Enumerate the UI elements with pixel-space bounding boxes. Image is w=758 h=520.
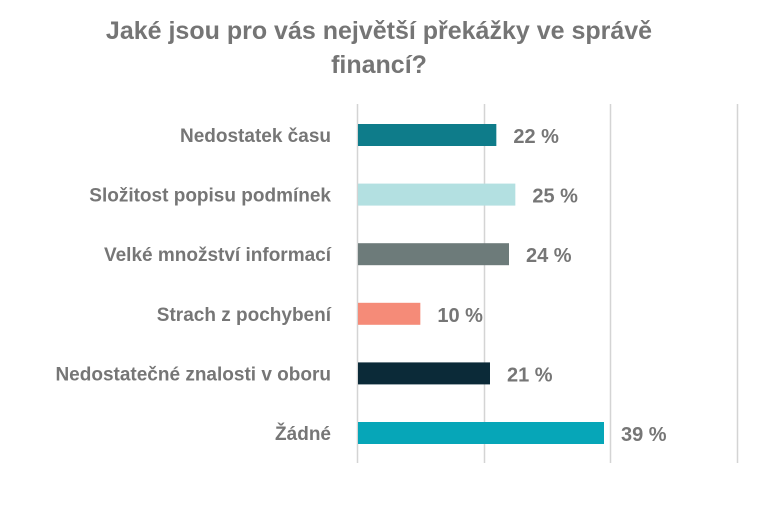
bar <box>358 362 490 385</box>
category-label: Velké množství informací <box>104 245 332 266</box>
bar <box>358 422 604 444</box>
data-label: 21 % <box>507 364 553 386</box>
bar <box>358 183 516 206</box>
data-label: 10 % <box>437 305 483 327</box>
data-label: 25 % <box>532 186 578 208</box>
data-label: 39 % <box>621 424 667 446</box>
data-label: 24 % <box>526 245 572 267</box>
bar <box>358 302 421 325</box>
bar <box>358 124 497 146</box>
chart-title-line-2: financí? <box>331 51 427 79</box>
category-label: Nedostatek času <box>180 126 331 147</box>
category-label: Žádné <box>275 423 331 445</box>
chart-title-line-1: Jaké jsou pro vás největší překážky ve s… <box>105 17 653 45</box>
category-label: Složitost popisu podmínek <box>89 186 331 207</box>
category-label: Strach z pochybení <box>157 305 332 326</box>
bar <box>358 243 509 266</box>
category-label: Nedostatečné znalosti v oboru <box>55 364 331 385</box>
chart-title: Jaké jsou pro vás největší překážky ve s… <box>0 14 758 82</box>
data-label: 22 % <box>513 126 559 148</box>
